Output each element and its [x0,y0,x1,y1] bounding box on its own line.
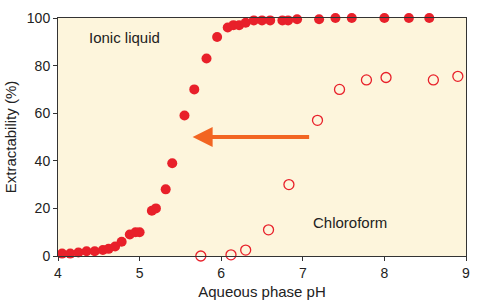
svg-text:7: 7 [299,265,307,281]
svg-text:9: 9 [462,265,470,281]
svg-text:40: 40 [35,153,51,169]
svg-text:5: 5 [136,265,144,281]
svg-text:4: 4 [54,265,62,281]
svg-text:0: 0 [42,248,50,264]
svg-text:8: 8 [381,265,389,281]
svg-text:Aqueous phase pH: Aqueous phase pH [198,283,326,300]
svg-text:Ionic liquid: Ionic liquid [89,29,160,46]
svg-text:20: 20 [35,200,51,216]
svg-text:Chloroform: Chloroform [313,214,387,231]
svg-text:100: 100 [27,10,51,26]
svg-text:60: 60 [35,105,51,121]
svg-text:80: 80 [35,58,51,74]
svg-text:6: 6 [217,265,225,281]
svg-text:Extractability (%): Extractability (%) [2,81,19,194]
